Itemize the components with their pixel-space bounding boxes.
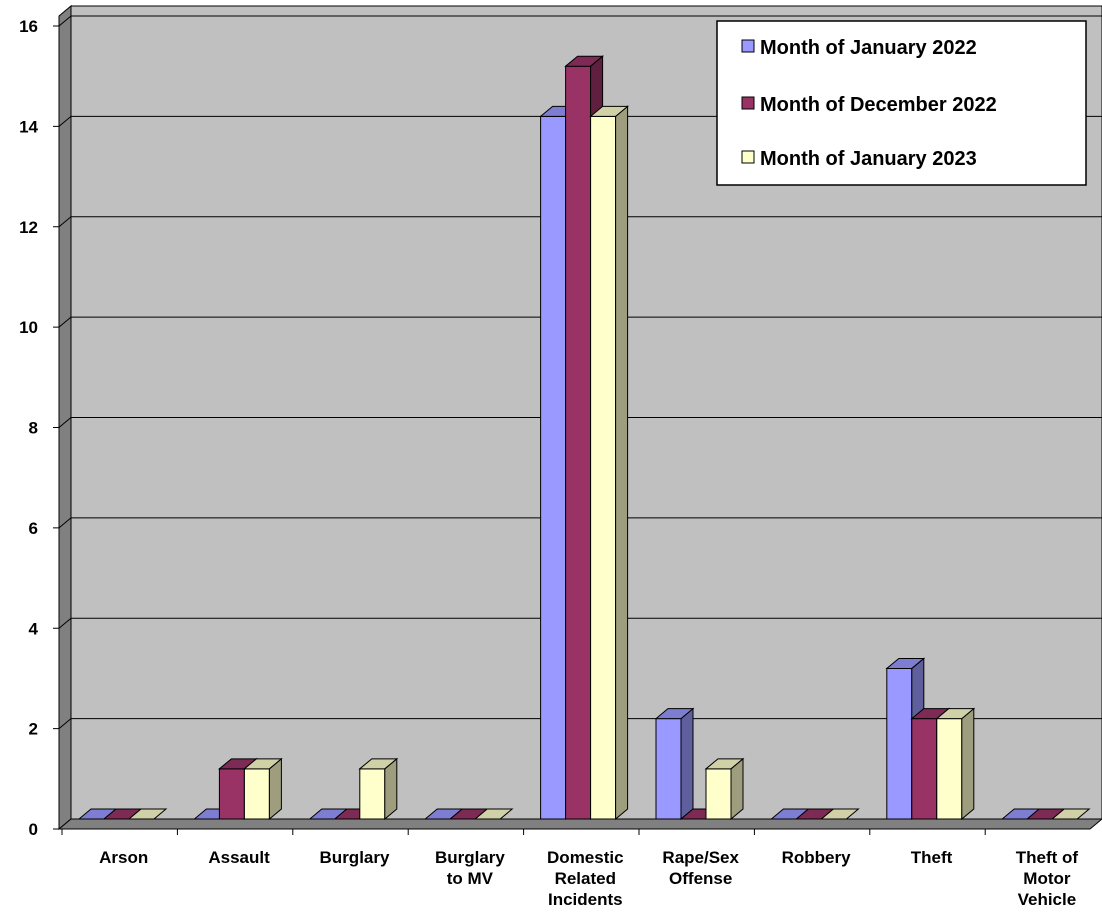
bar xyxy=(358,757,399,821)
legend-swatch-dec-2022 xyxy=(741,96,755,110)
y-tick-label: 10 xyxy=(19,318,38,337)
gridline-side xyxy=(58,718,72,730)
gridline-side xyxy=(58,417,72,428)
category-label: Burglary to MV xyxy=(435,848,505,888)
bar xyxy=(820,808,860,820)
bar xyxy=(243,757,283,821)
y-tick-label: 6 xyxy=(29,519,38,538)
category-label: Rape/Sex Offense xyxy=(662,848,739,888)
category-label: Robbery xyxy=(782,848,852,867)
gridline-side xyxy=(58,15,72,27)
bar xyxy=(589,105,629,821)
gridline-side xyxy=(58,617,72,629)
legend-label-dec-2022: Month of December 2022 xyxy=(760,94,997,116)
legend-label-jan-2023: Month of January 2023 xyxy=(760,148,977,170)
y-axis-ticks: 0 2 4 6 8 10 12 14 16 xyxy=(19,17,59,839)
y-tick-label: 2 xyxy=(29,720,38,739)
floor xyxy=(57,818,1102,830)
category-label: Burglary xyxy=(320,848,390,867)
gridline-side xyxy=(58,517,72,529)
legend-swatch-jan-2023 xyxy=(741,150,755,164)
gridline-side xyxy=(58,316,72,328)
y-tick-label: 0 xyxy=(29,820,38,839)
bar xyxy=(127,808,168,820)
bar xyxy=(473,808,514,820)
category-label: Domestic Related Incidents xyxy=(547,848,624,909)
legend: Month of January 2022 Month of December … xyxy=(716,20,1087,186)
y-tick-label: 12 xyxy=(19,218,38,237)
gridline-side xyxy=(58,115,72,127)
bar xyxy=(654,707,695,821)
bar xyxy=(704,757,745,821)
legend-label-jan-2022: Month of January 2022 xyxy=(760,37,977,59)
bar xyxy=(935,707,976,821)
side-wall xyxy=(58,4,72,831)
category-label: Arson xyxy=(99,848,148,867)
category-label: Assault xyxy=(208,848,270,867)
legend-box xyxy=(716,20,1087,186)
y-tick-label: 8 xyxy=(29,419,38,438)
y-tick-label: 14 xyxy=(19,117,38,136)
y-tick-label: 4 xyxy=(29,619,39,638)
bar xyxy=(1050,808,1091,820)
category-label: Theft xyxy=(911,848,953,867)
legend-swatch-jan-2022 xyxy=(741,39,755,53)
y-tick-label: 16 xyxy=(19,17,38,36)
x-axis-categories: Arson Assault Burglary Burglary to MV Domesti… xyxy=(59,828,1090,909)
category-label: Theft of Motor Vehicle xyxy=(1016,848,1079,909)
bars xyxy=(77,55,1091,821)
gridline-side xyxy=(58,216,72,228)
